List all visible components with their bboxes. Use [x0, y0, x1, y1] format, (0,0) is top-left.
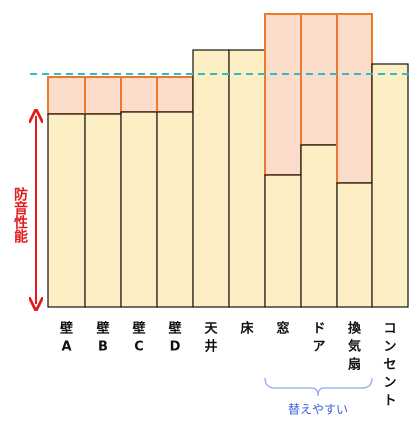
column-label: D — [170, 340, 181, 355]
column-label: 井 — [204, 339, 217, 355]
column-label: 壁 — [60, 321, 73, 337]
gap-box — [264, 13, 302, 176]
column-label: 壁 — [132, 321, 145, 337]
bracket-label: 替えやすい — [288, 403, 348, 417]
stave — [192, 49, 230, 308]
gap-box — [47, 76, 86, 115]
column-label: 気 — [348, 339, 361, 355]
column-label: 壁 — [96, 321, 109, 337]
column-label: C — [134, 340, 144, 355]
gap-box — [300, 13, 338, 146]
column-label: ン — [383, 340, 396, 355]
axis-label: 防音性能 — [12, 186, 28, 244]
stave — [336, 182, 373, 308]
stave — [300, 144, 338, 308]
column-label: 床 — [240, 321, 254, 337]
bars — [47, 13, 409, 308]
column-label: A — [61, 340, 71, 355]
gap-box — [336, 13, 373, 184]
stave — [228, 49, 266, 308]
column-label: B — [98, 340, 108, 355]
stave — [47, 113, 86, 308]
column-label: コ — [383, 322, 396, 337]
column-label: 換 — [348, 321, 362, 337]
column-label: セ — [383, 358, 396, 373]
column-label: ド — [312, 322, 325, 337]
column-label: 窓 — [276, 321, 289, 337]
bracket — [264, 377, 373, 397]
column-label: ト — [383, 394, 396, 409]
column-label: ン — [383, 376, 396, 391]
column-label: 天 — [204, 322, 218, 337]
stave — [156, 111, 194, 308]
stave — [264, 174, 302, 308]
stave — [84, 113, 122, 308]
column-label: ア — [312, 340, 325, 355]
stave — [120, 111, 158, 308]
stave — [371, 63, 409, 308]
gap-box — [120, 76, 158, 113]
gap-box — [84, 76, 122, 115]
column-label: 扇 — [348, 357, 361, 373]
column-label: 壁 — [168, 321, 181, 337]
gap-box — [156, 76, 194, 113]
